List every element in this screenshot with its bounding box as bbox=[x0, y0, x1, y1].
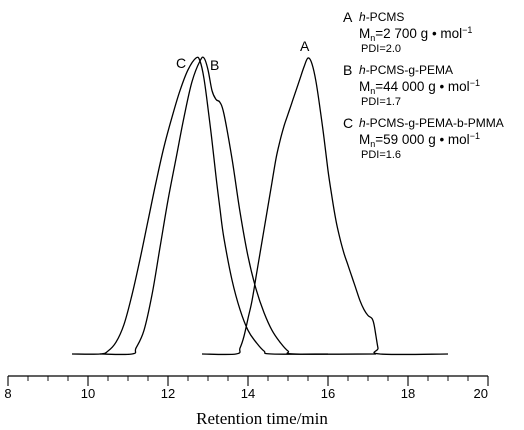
x-axis bbox=[7, 375, 489, 386]
curve-c bbox=[71, 56, 329, 355]
curve-label-c: C bbox=[176, 55, 186, 71]
legend-letter-a: A bbox=[343, 9, 353, 25]
legend-letter-c: C bbox=[343, 115, 353, 131]
tick-label: 16 bbox=[321, 386, 335, 401]
legend-mn-b: Mn=44 000 g • mol−1 bbox=[359, 78, 480, 96]
legend-mn-a: Mn=2 700 g • mol−1 bbox=[359, 25, 472, 43]
tick-labels: 8 10 12 14 16 18 20 bbox=[4, 386, 488, 401]
legend-pdi-c: PDI=1.6 bbox=[361, 149, 401, 161]
tick-label: 8 bbox=[4, 386, 11, 401]
minor-ticks bbox=[27, 376, 469, 381]
curve-label-b: B bbox=[210, 57, 219, 73]
tick-label: 20 bbox=[474, 386, 488, 401]
legend-name-c: h-PCMS-g-PEMA-b-PMMA bbox=[359, 116, 504, 130]
legend: A h-PCMS Mn=2 700 g • mol−1 PDI=2.0 B h-… bbox=[343, 9, 504, 161]
legend-entry-b: B h-PCMS-g-PEMA Mn=44 000 g • mol−1 PDI=… bbox=[343, 62, 480, 108]
legend-mn-c: Mn=59 000 g • mol−1 bbox=[359, 131, 480, 149]
major-ticks bbox=[7, 376, 489, 386]
legend-name-b: h-PCMS-g-PEMA bbox=[359, 63, 453, 77]
tick-label: 12 bbox=[161, 386, 175, 401]
legend-pdi-a: PDI=2.0 bbox=[361, 43, 401, 55]
tick-label: 18 bbox=[401, 386, 415, 401]
legend-name-a: h-PCMS bbox=[359, 10, 404, 24]
legend-entry-a: A h-PCMS Mn=2 700 g • mol−1 PDI=2.0 bbox=[343, 9, 472, 55]
tick-label: 14 bbox=[241, 386, 255, 401]
legend-letter-b: B bbox=[343, 62, 352, 78]
curve-a bbox=[201, 57, 449, 356]
legend-pdi-b: PDI=1.7 bbox=[361, 96, 401, 108]
tick-label: 10 bbox=[81, 386, 95, 401]
x-axis-title: Retention time/min bbox=[196, 409, 328, 428]
legend-entry-c: C h-PCMS-g-PEMA-b-PMMA Mn=59 000 g • mol… bbox=[343, 115, 504, 161]
curve-label-a: A bbox=[300, 38, 310, 54]
curves-group bbox=[71, 56, 449, 356]
curve-b bbox=[99, 56, 377, 356]
